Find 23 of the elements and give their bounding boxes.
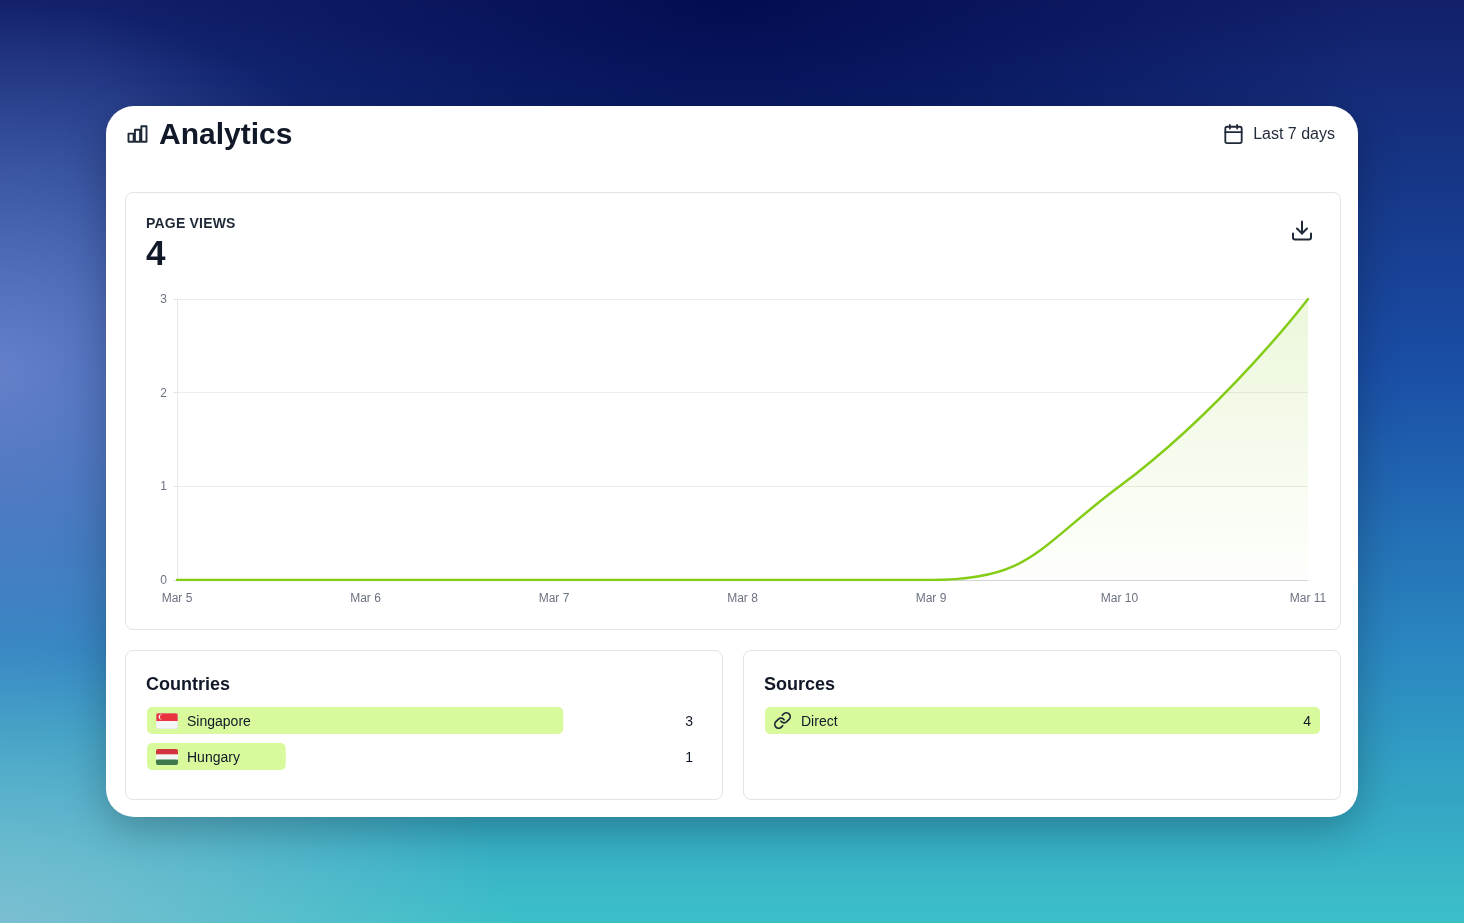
x-tick-label: Mar 10 (1100, 591, 1139, 605)
chart-title: Countries (146, 673, 231, 695)
data-label: 4 (1303, 712, 1312, 729)
y-tick-label: 0 (160, 573, 168, 587)
x-tick-label: Mar 5 (161, 591, 193, 605)
y-tick-label: 3 (160, 292, 168, 306)
x-tick-label: Mar 7 (538, 591, 570, 605)
text: Last 7 days (1253, 124, 1335, 144)
x-tick-label: Mar 6 (350, 591, 382, 605)
y-tick-label: 1 (160, 479, 168, 494)
text: Analytics (159, 117, 293, 151)
x-tick-label: Mar 11 (1289, 591, 1327, 605)
y-tick-label: Direct (801, 712, 838, 729)
data-label: 3 (685, 712, 694, 729)
chart-subtitle: 4 (146, 233, 166, 273)
x-tick-label: Mar 9 (915, 591, 947, 605)
y-tick-label: 2 (160, 385, 168, 400)
x-tick-label: Mar 8 (727, 591, 759, 605)
data-label: 1 (685, 748, 694, 765)
chart-title: PAGE VIEWS (146, 214, 236, 232)
y-tick-label: Singapore (187, 712, 252, 729)
chart-title: Sources (764, 673, 836, 695)
y-tick-label: Hungary (187, 748, 240, 765)
